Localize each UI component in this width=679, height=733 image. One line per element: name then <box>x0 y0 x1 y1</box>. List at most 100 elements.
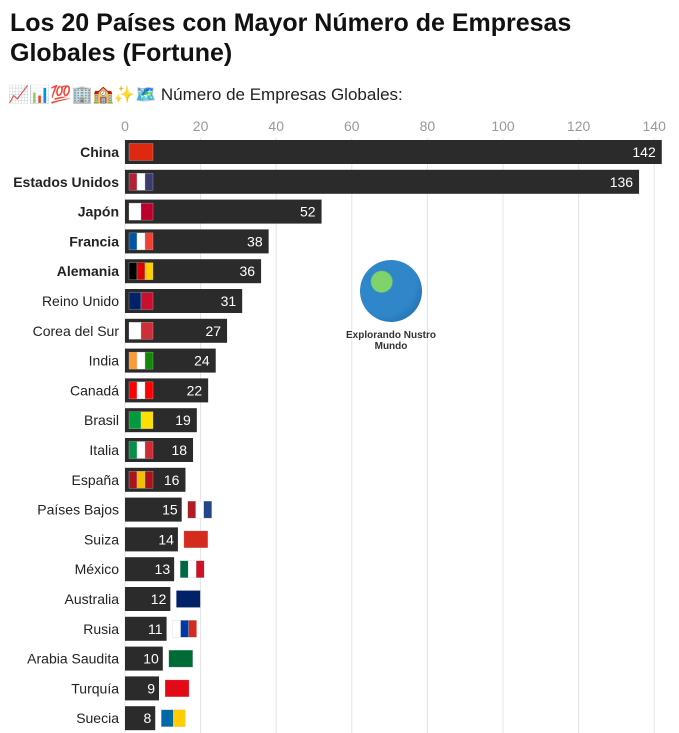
x-tick-label: 20 <box>193 118 209 134</box>
flag-icon <box>128 262 138 280</box>
bar <box>125 557 175 582</box>
flag-icon <box>168 649 193 668</box>
flag-icon <box>136 471 146 489</box>
flag-icon <box>187 500 196 519</box>
x-tick-label: 100 <box>491 118 515 134</box>
category-label: Italia <box>89 442 119 458</box>
flag-icon <box>136 232 146 251</box>
flag-icon <box>136 173 146 191</box>
x-tick-label: 60 <box>344 118 360 134</box>
value-label: 52 <box>300 204 316 220</box>
flag-icon <box>195 500 204 519</box>
globe-icon <box>360 260 422 322</box>
flag-icon <box>128 143 154 161</box>
flag-icon <box>128 411 142 429</box>
value-label: 31 <box>221 293 237 309</box>
category-label: España <box>72 472 120 488</box>
value-label: 19 <box>175 412 191 428</box>
category-label: Rusia <box>83 621 119 637</box>
flag-icon <box>136 262 146 280</box>
value-label: 38 <box>247 233 263 249</box>
category-label: Canadá <box>70 382 119 398</box>
flag-icon <box>144 262 154 280</box>
logo: Explorando Nustro Mundo <box>345 260 437 352</box>
flag-icon <box>144 232 154 251</box>
bar <box>125 676 160 701</box>
flag-icon <box>128 173 138 191</box>
flag-icon <box>144 351 154 370</box>
value-label: 24 <box>194 353 210 369</box>
flag-icon <box>203 500 212 519</box>
category-label: Países Bajos <box>37 502 119 518</box>
flag-icon <box>128 381 138 400</box>
flag-icon <box>144 441 154 459</box>
category-label: China <box>80 144 119 160</box>
flag-icon <box>140 202 154 221</box>
value-label: 36 <box>240 263 256 279</box>
x-tick-label: 40 <box>268 118 284 134</box>
x-tick-label: 120 <box>567 118 591 134</box>
flag-icon <box>144 381 154 400</box>
category-label: Corea del Sur <box>33 323 120 339</box>
flag-icon <box>188 620 197 638</box>
flag-icon <box>140 292 154 310</box>
category-label: Suiza <box>84 531 119 547</box>
x-tick-label: 80 <box>420 118 436 134</box>
value-label: 13 <box>155 561 171 577</box>
flag-icon <box>172 620 181 638</box>
bar <box>125 587 171 611</box>
value-label: 14 <box>158 531 174 547</box>
flag-icon <box>140 322 154 340</box>
x-tick-label: 140 <box>643 118 667 134</box>
flag-icon <box>128 322 142 340</box>
flag-icon <box>195 560 205 578</box>
flag-icon <box>136 441 146 459</box>
flag-icon <box>128 351 138 370</box>
category-label: Francia <box>69 233 119 249</box>
value-label: 18 <box>171 442 187 458</box>
x-tick-label: 0 <box>121 118 129 134</box>
value-label: 22 <box>187 382 203 398</box>
chart-title: Los 20 Países con Mayor Número de Empres… <box>10 9 572 67</box>
value-label: 15 <box>162 502 178 518</box>
category-label: Arabia Saudita <box>27 651 119 667</box>
category-label: Alemania <box>57 263 119 279</box>
flag-icon <box>144 173 154 191</box>
flag-icon <box>161 709 174 727</box>
bar <box>125 646 163 671</box>
value-label: 10 <box>143 651 159 667</box>
category-label: Australia <box>65 591 120 607</box>
flag-icon <box>183 530 209 549</box>
flag-icon <box>128 292 142 310</box>
value-label: 11 <box>148 621 163 637</box>
bar <box>125 140 662 164</box>
category-label: Japón <box>78 204 119 220</box>
category-label: Estados Unidos <box>13 174 119 190</box>
category-label: México <box>75 561 120 577</box>
flag-icon <box>128 441 138 459</box>
value-label: 9 <box>147 680 155 696</box>
flag-icon <box>136 381 146 400</box>
category-label: Turquía <box>71 680 119 696</box>
bar <box>125 199 322 224</box>
value-label: 12 <box>151 591 167 607</box>
flag-icon <box>187 560 197 578</box>
chart-subtitle: 📈📊💯🏢🏫✨🗺️ Número de Empresas Globales: <box>8 85 403 104</box>
value-label: 136 <box>610 174 634 190</box>
value-label: 8 <box>143 710 151 726</box>
category-label: India <box>89 353 120 369</box>
flag-icon <box>136 351 146 370</box>
bar <box>125 616 167 641</box>
flag-icon <box>164 679 190 698</box>
flag-icon <box>173 709 186 727</box>
flag-icon <box>179 560 189 578</box>
flag-icon <box>128 471 138 489</box>
value-label: 27 <box>205 323 221 339</box>
category-label: Suecia <box>76 710 119 726</box>
value-label: 142 <box>632 144 656 160</box>
value-label: 16 <box>164 472 180 488</box>
flag-icon <box>128 202 142 221</box>
flag-icon <box>176 590 201 608</box>
